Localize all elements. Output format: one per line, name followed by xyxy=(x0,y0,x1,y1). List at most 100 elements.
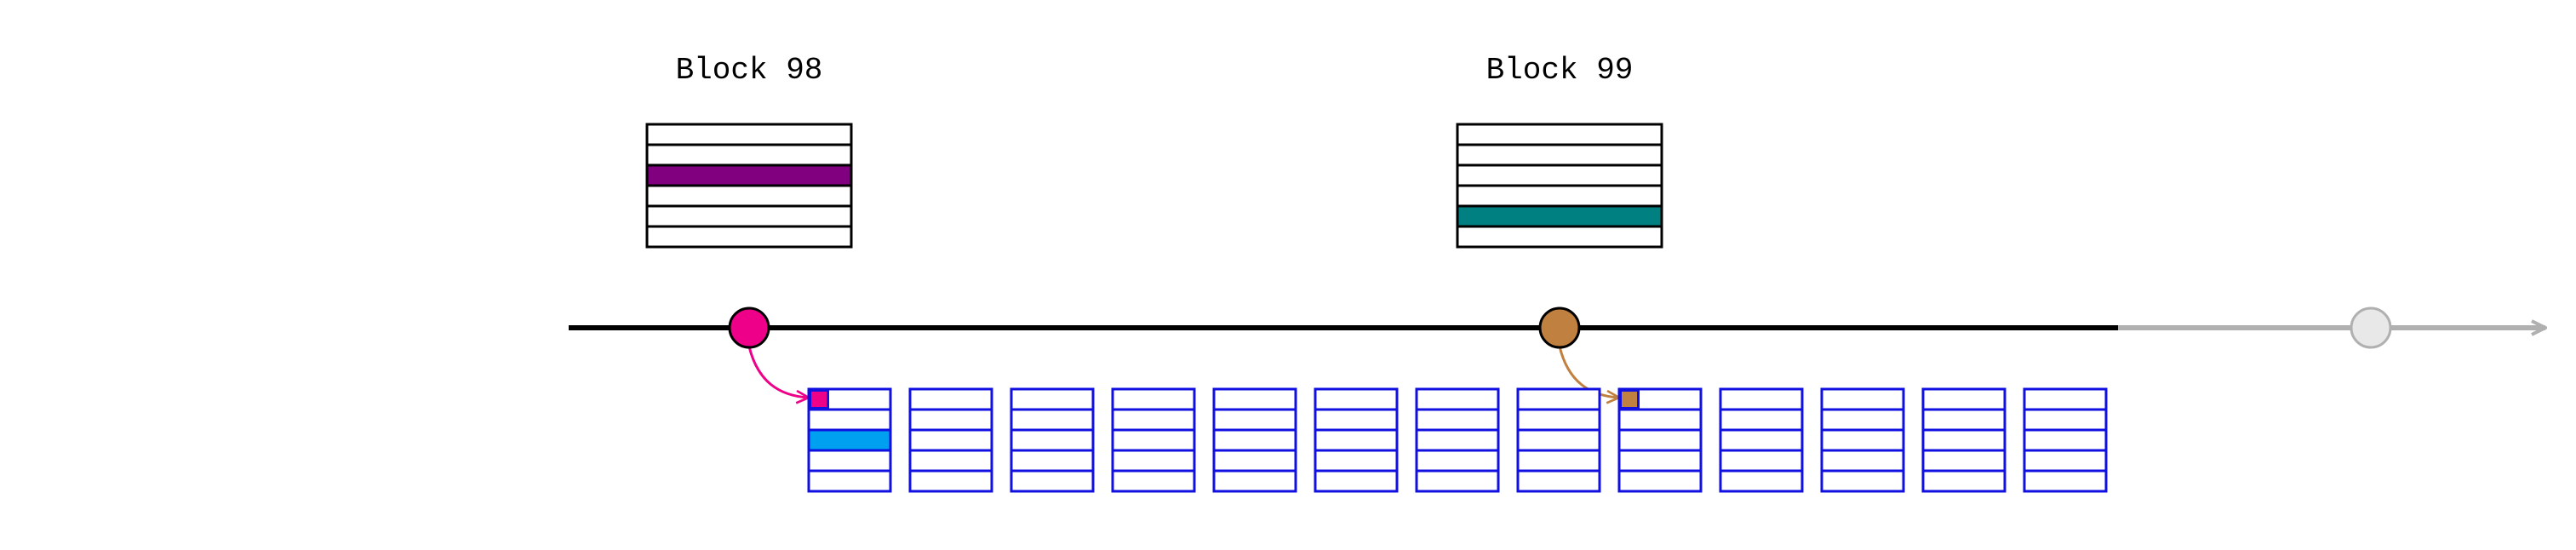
slot-row xyxy=(1921,428,2006,452)
link-arrow-block-99 xyxy=(1558,346,1619,398)
slot-row xyxy=(1719,469,1804,493)
slot-row xyxy=(1516,428,1601,452)
slot-row xyxy=(1212,408,1297,432)
slot xyxy=(1921,387,2006,493)
slot-row xyxy=(1010,449,1095,473)
slot-row xyxy=(1314,408,1399,432)
slot-row xyxy=(1516,449,1601,473)
block-99-node xyxy=(1538,307,1581,349)
slot xyxy=(1516,387,1601,493)
slot-row xyxy=(1010,428,1095,452)
slot-row xyxy=(1617,428,1703,452)
slot xyxy=(1617,387,1703,493)
block-title: Block 99 xyxy=(1486,53,1634,88)
slot-row xyxy=(1617,469,1703,493)
slot-row xyxy=(2023,469,2108,493)
slot-row xyxy=(1111,408,1196,432)
slot-row xyxy=(1617,449,1703,473)
block-row xyxy=(645,184,853,208)
slot-row xyxy=(1212,469,1297,493)
slot-row xyxy=(807,469,892,493)
slot-row-filled xyxy=(807,428,892,452)
slot-row xyxy=(1617,408,1703,432)
slot xyxy=(1212,387,1297,493)
slot-row xyxy=(908,428,993,452)
slot-row xyxy=(1415,387,1500,411)
slot-row xyxy=(1212,387,1297,411)
slot-row xyxy=(1212,449,1297,473)
slot-row xyxy=(1719,408,1804,432)
slot-row xyxy=(2023,387,2108,411)
block-row xyxy=(1456,225,1663,249)
slot-row xyxy=(1010,408,1095,432)
future-block-node xyxy=(2350,307,2392,349)
slot-row xyxy=(908,449,993,473)
slot-row xyxy=(1111,469,1196,493)
block-row xyxy=(1456,123,1663,146)
slot-row xyxy=(1415,449,1500,473)
slot-row xyxy=(1010,469,1095,493)
block-row xyxy=(1456,184,1663,208)
slot xyxy=(1719,387,1804,493)
slot-row xyxy=(1921,387,2006,411)
slot-row xyxy=(1314,449,1399,473)
block-row xyxy=(1456,143,1663,167)
block-98: Block 98 xyxy=(645,53,853,249)
slot-row xyxy=(2023,428,2108,452)
slot-row xyxy=(1921,469,2006,493)
block-98-node xyxy=(728,307,770,349)
slot-row xyxy=(1314,428,1399,452)
slot-row xyxy=(1516,469,1601,493)
slot-row xyxy=(1516,408,1601,432)
slot-marker xyxy=(809,389,829,410)
slot-row xyxy=(1719,387,1804,411)
slot-row xyxy=(807,408,892,432)
link-arrow-block-98 xyxy=(747,346,809,398)
slot-row xyxy=(1820,428,1905,452)
slot-row xyxy=(908,408,993,432)
slot-row xyxy=(1111,449,1196,473)
slot xyxy=(1111,387,1196,493)
slot-row xyxy=(807,449,892,473)
slot-row xyxy=(908,469,993,493)
slot-grid xyxy=(807,387,2108,493)
block-row xyxy=(645,225,853,249)
slot-row xyxy=(1921,408,2006,432)
slot xyxy=(807,387,892,493)
slot-row xyxy=(908,387,993,411)
slot xyxy=(1010,387,1095,493)
block-row xyxy=(645,143,853,167)
block-row xyxy=(1456,163,1663,187)
slot-row xyxy=(1516,387,1601,411)
slot-row xyxy=(1415,469,1500,493)
slot-marker xyxy=(1619,389,1640,410)
block-title: Block 98 xyxy=(676,53,823,88)
slot-row xyxy=(2023,408,2108,432)
slot-row xyxy=(1921,449,2006,473)
slot-row xyxy=(1314,469,1399,493)
slot-row xyxy=(1719,449,1804,473)
slot-row xyxy=(1820,469,1905,493)
block-row xyxy=(645,123,853,146)
slot xyxy=(1415,387,1500,493)
block-row xyxy=(645,204,853,228)
slot-row xyxy=(1111,387,1196,411)
slot-row xyxy=(1212,428,1297,452)
slot xyxy=(1314,387,1399,493)
slot xyxy=(2023,387,2108,493)
slot-row xyxy=(1719,428,1804,452)
slot-row xyxy=(1010,387,1095,411)
slot-row xyxy=(1820,449,1905,473)
slot-row xyxy=(1111,428,1196,452)
block-row-highlighted xyxy=(1456,204,1663,228)
block-rows xyxy=(1456,123,1663,249)
slot-row xyxy=(2023,449,2108,473)
slot-row xyxy=(1314,387,1399,411)
slot-row xyxy=(1820,387,1905,411)
slot-row xyxy=(1820,408,1905,432)
slot xyxy=(908,387,993,493)
slot xyxy=(1820,387,1905,493)
block-rows xyxy=(645,123,853,249)
block-row-highlighted xyxy=(645,163,853,187)
